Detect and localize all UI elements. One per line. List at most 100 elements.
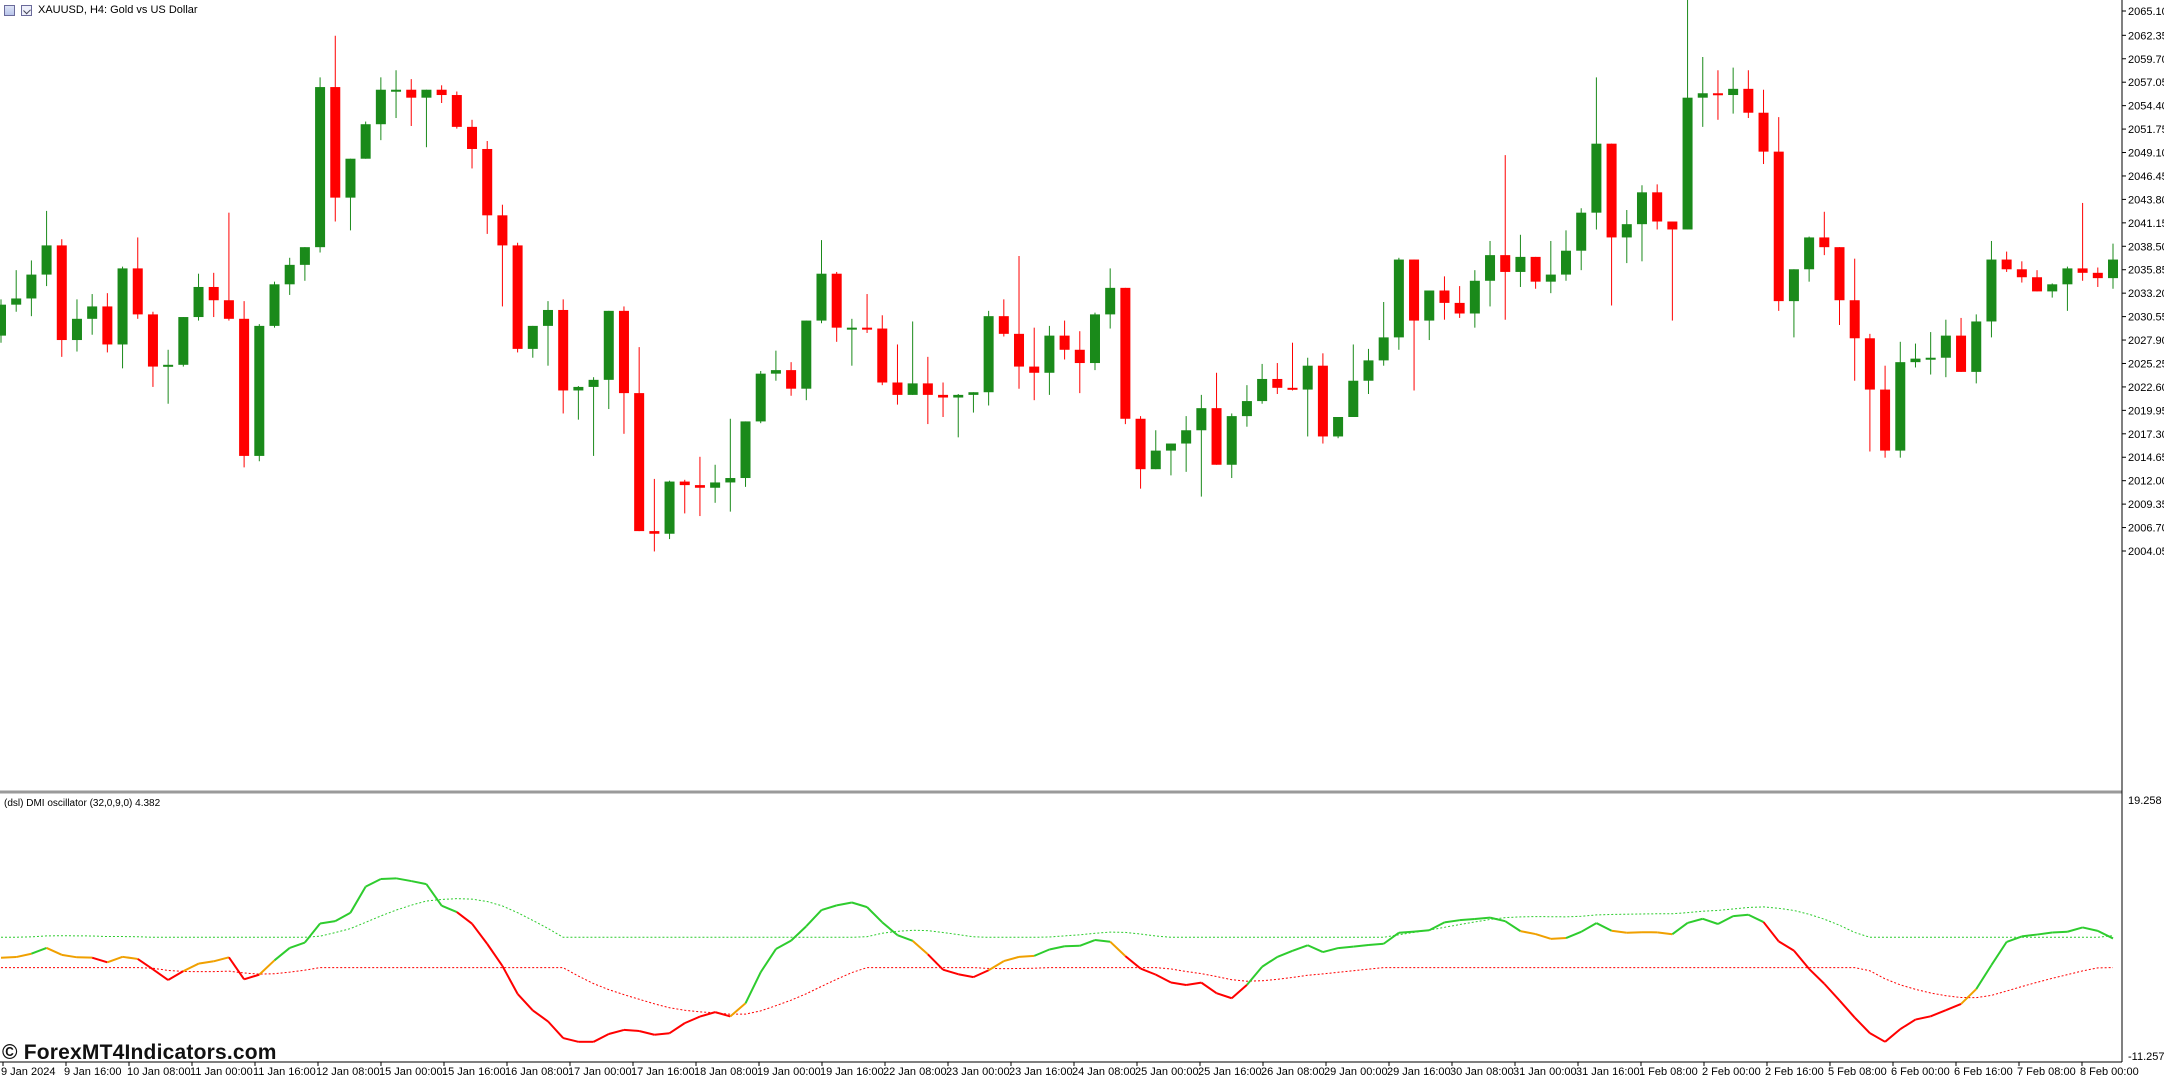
oscillator-segment [1094, 939, 1111, 943]
oscillator-segment [2036, 931, 2053, 936]
oscillator-segment [15, 952, 32, 959]
oscillator-segment [2052, 930, 2068, 934]
time-tick-label: 2 Feb 00:00 [1702, 1066, 1761, 1078]
candle-body [694, 485, 705, 488]
indicator-title: (dsl) DMI oscillator (32,0,9,0) 4.382 [4, 798, 161, 809]
candle-body [147, 314, 158, 367]
candle-body [1880, 389, 1891, 451]
candle-body [2032, 277, 2043, 292]
oscillator-segment [1990, 941, 2008, 966]
candle-body [1120, 287, 1131, 419]
oscillator-segment [714, 1011, 731, 1018]
candle-body [1864, 338, 1875, 390]
time-tick-label: 23 Jan 00:00 [946, 1066, 1010, 1078]
candle-body [1074, 349, 1085, 364]
oscillator-segment [1276, 949, 1293, 958]
oscillator-max-label: 19.258 [2128, 795, 2162, 807]
time-tick-label: 10 Jan 08:00 [127, 1066, 191, 1078]
candle-body [208, 286, 219, 301]
candle-body [1029, 366, 1040, 373]
candle-body [1636, 192, 1647, 225]
candle-body [877, 328, 888, 383]
candle-body [1910, 358, 1921, 363]
oscillator-segment [380, 877, 397, 880]
chart-type-icon[interactable] [4, 4, 15, 16]
oscillator-segment [1671, 922, 1689, 936]
time-tick-label: 26 Jan 08:00 [1261, 1066, 1325, 1078]
oscillator-segment [1733, 913, 1749, 918]
time-tick-label: 25 Jan 00:00 [1135, 1066, 1199, 1078]
candle-body [1105, 287, 1116, 315]
oscillator-segment [1550, 937, 1567, 940]
candle-body [1667, 221, 1678, 230]
candle-body [998, 316, 1009, 334]
candle-body [938, 394, 949, 398]
candle-body [679, 481, 690, 486]
candle-body [618, 310, 629, 394]
oscillator-segment [623, 1028, 640, 1032]
oscillator-segment [1580, 922, 1597, 933]
oscillator-segment [46, 947, 63, 956]
candle-body [345, 158, 356, 198]
candle-body [816, 273, 827, 321]
oscillator-segment [1869, 1032, 1886, 1043]
candle-body [1606, 143, 1617, 238]
candle-body [1165, 443, 1176, 451]
time-tick-label: 6 Feb 16:00 [1954, 1066, 2013, 1078]
time-tick-label: 7 Feb 08:00 [2017, 1066, 2076, 1078]
time-tick-label: 12 Jan 08:00 [316, 1066, 380, 1078]
candle-body [102, 306, 113, 345]
oscillator-segment [1657, 931, 1673, 936]
candle-body [755, 373, 766, 422]
candle-body [1849, 300, 1860, 339]
price-tick-label: 2012.00 [2128, 476, 2164, 488]
time-tick-label: 22 Jan 08:00 [883, 1066, 947, 1078]
oscillator-segment [1808, 968, 1826, 985]
oscillator-lower-signal [1, 967, 2114, 1015]
candle-body [527, 325, 538, 349]
oscillator-segment [1444, 919, 1460, 924]
oscillator-segment [243, 973, 260, 981]
candle-body [254, 325, 265, 456]
oscillator-segment [973, 969, 990, 979]
trade-panel-icon[interactable] [21, 4, 32, 16]
oscillator-segment [942, 968, 959, 976]
candle-body [1287, 387, 1298, 390]
candle-body [1150, 450, 1161, 470]
oscillator-segment [593, 1033, 610, 1043]
candle-body [163, 364, 174, 367]
candle-body [512, 245, 523, 349]
oscillator-segment [2082, 926, 2099, 932]
candle-body [1591, 143, 1602, 213]
candle-body [1561, 250, 1572, 275]
oscillator-segment [61, 953, 78, 959]
candle-body [56, 245, 67, 341]
candle-body [1211, 408, 1222, 465]
candle-body [542, 309, 553, 326]
oscillator-segment [699, 1011, 716, 1018]
time-axis: 9 Jan 2024 9 Jan 16:00 10 Jan 08:00 11 Jan … [1, 1062, 2139, 1078]
oscillator-segment [1109, 940, 1127, 957]
candle-body [892, 382, 903, 395]
oscillator-segment [137, 958, 154, 971]
oscillator-segment [897, 934, 914, 942]
candle-body [801, 320, 812, 389]
oscillator-segment [958, 973, 974, 979]
oscillator-segment [1353, 944, 1369, 948]
price-tick-label: 2033.20 [2128, 288, 2164, 300]
time-tick-label: 11 Jan 00:00 [190, 1066, 253, 1078]
oscillator-segment [1565, 930, 1582, 939]
candle-body [1196, 408, 1207, 431]
time-tick-label: 25 Jan 16:00 [1198, 1066, 1262, 1078]
candle-body [2001, 259, 2012, 270]
candle-body [1135, 418, 1146, 470]
candle-body [1804, 237, 1815, 270]
oscillator-segment [1428, 921, 1445, 932]
candle-body [330, 87, 341, 198]
candle-body [1621, 224, 1632, 238]
oscillator-segment [1398, 930, 1415, 934]
time-tick-label: 19 Jan 16:00 [820, 1066, 884, 1078]
oscillator-segment [228, 956, 245, 980]
oscillator-segment [182, 962, 199, 973]
